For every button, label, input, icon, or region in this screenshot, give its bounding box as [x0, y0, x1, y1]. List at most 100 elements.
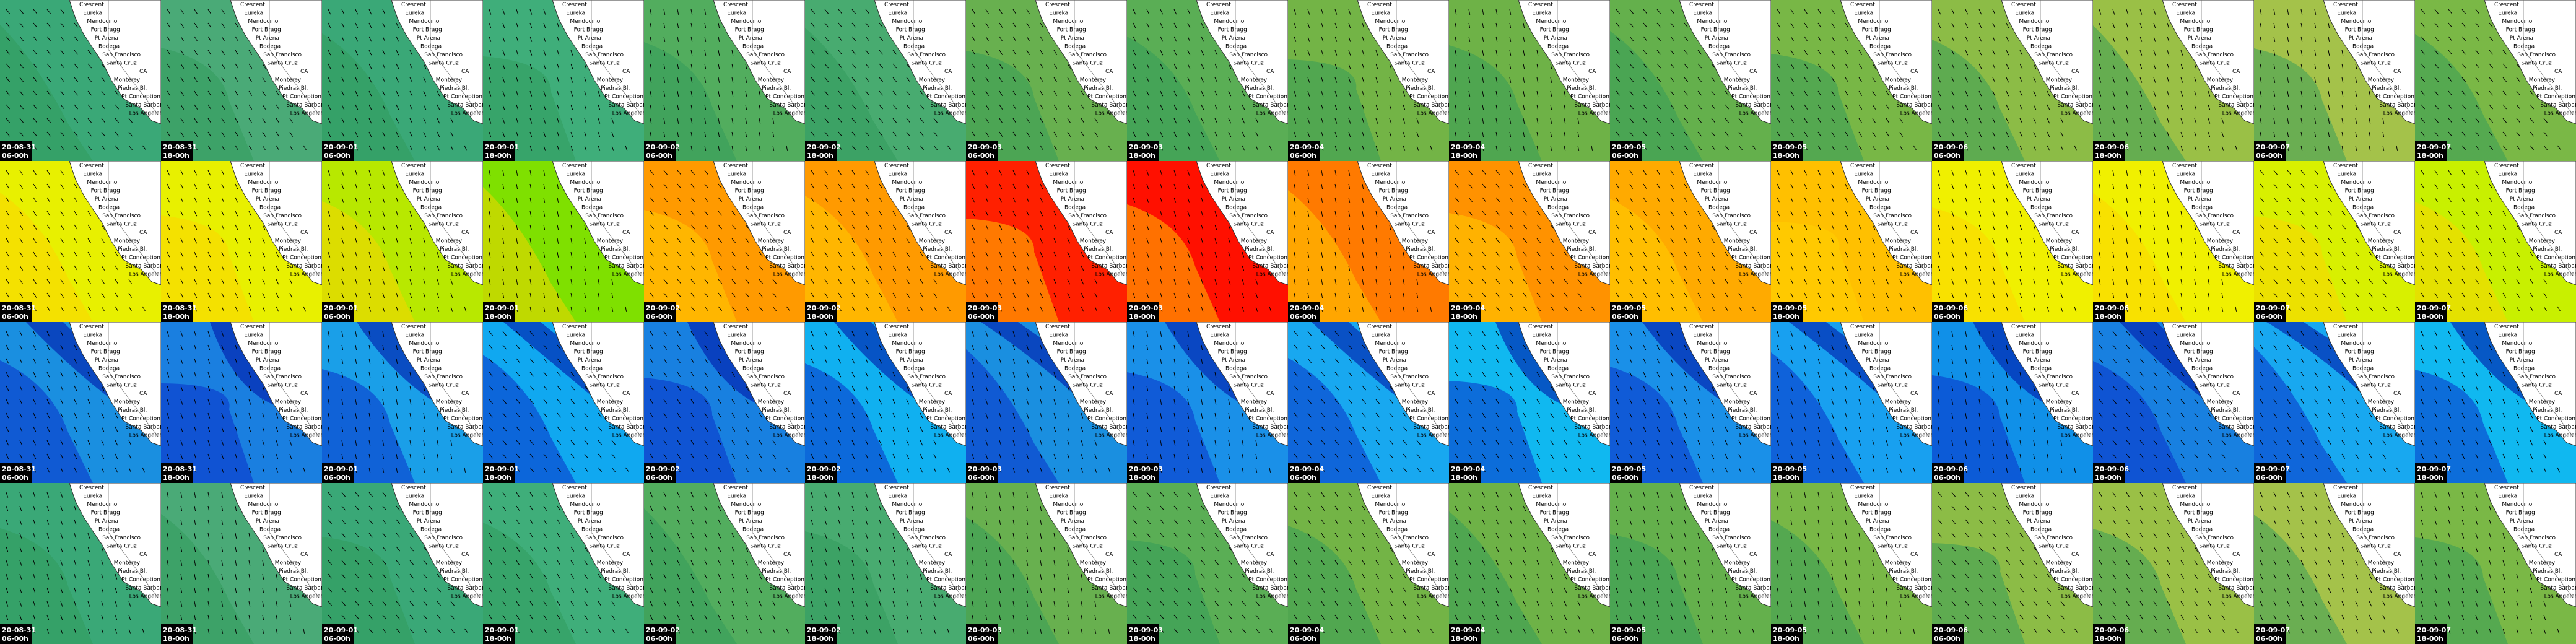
- wind-arrow: [1536, 251, 1541, 257]
- city-label: Bodega: [1225, 44, 1247, 50]
- wind-arrow: [1965, 118, 1969, 124]
- wind-arrow: [811, 77, 815, 82]
- wind-arrow: [2112, 211, 2115, 217]
- wind-arrow: [1040, 238, 1043, 244]
- wind-arrow: [1403, 279, 1405, 285]
- wind-arrow: [1899, 306, 1903, 312]
- wind-arrow: [1509, 251, 1513, 257]
- wind-arrow: [2006, 292, 2009, 298]
- city-label: Piedras Bl.: [440, 85, 469, 92]
- wind-arrow: [718, 372, 722, 377]
- city-label: Pt Arena: [2188, 196, 2211, 202]
- wind-arrow: [2341, 77, 2344, 83]
- wind-arrow: [1040, 385, 1043, 391]
- wind-arrow: [2530, 131, 2534, 137]
- wind-arrow: [920, 131, 924, 137]
- wind-arrow: [851, 467, 855, 473]
- wind-arrow: [516, 399, 520, 404]
- wind-arrow: [1160, 238, 1163, 244]
- wind-arrow: [1697, 63, 1702, 69]
- wind-arrow: [101, 385, 105, 391]
- city-label: Santa Cruz: [428, 61, 459, 67]
- wind-arrow: [1173, 224, 1177, 230]
- wind-arrow: [1643, 279, 1647, 284]
- wind-arrow: [1362, 211, 1364, 217]
- wind-arrow: [396, 36, 399, 42]
- wind-arrow: [1938, 63, 1941, 69]
- wind-arrow: [1550, 453, 1554, 459]
- wind-arrow: [1214, 131, 1218, 137]
- field-contour: [1610, 31, 1703, 161]
- city-label: Pt Conception: [1248, 94, 1287, 100]
- city-label: Pt Arena: [2510, 196, 2533, 202]
- city-label: Eureka: [244, 333, 263, 339]
- wind-arrow: [1817, 265, 1821, 271]
- wind-arrow: [33, 399, 37, 405]
- wind-arrow: [46, 292, 51, 298]
- wind-arrow: [598, 292, 600, 298]
- city-label: Santa Cruz: [1394, 383, 1425, 389]
- wind-arrow: [1684, 104, 1688, 110]
- wind-arrow: [60, 36, 64, 41]
- wind-arrow: [2153, 292, 2156, 298]
- wind-arrow: [851, 63, 856, 69]
- wind-arrow: [704, 440, 708, 445]
- wind-arrow: [1187, 331, 1190, 337]
- wind-arrow: [1307, 399, 1312, 404]
- city-label: CA: [622, 230, 630, 236]
- wind-arrow: [811, 372, 814, 378]
- wind-arrow: [851, 90, 856, 96]
- wind-arrow: [180, 211, 184, 217]
- wind-arrow: [677, 183, 681, 189]
- wind-arrow: [1872, 292, 1876, 298]
- wind-arrow: [1711, 77, 1715, 82]
- wind-arrow: [2489, 224, 2493, 230]
- wind-arrow: [2273, 170, 2278, 175]
- wind-arrow: [879, 238, 883, 243]
- wind-arrow: [1321, 426, 1325, 432]
- wind-arrow: [1509, 292, 1513, 298]
- wind-arrow: [1133, 131, 1136, 137]
- wind-arrow: [772, 118, 775, 124]
- time-label: 18-00h: [807, 313, 833, 321]
- wind-arrow: [1081, 104, 1085, 110]
- wind-arrow: [2047, 292, 2050, 298]
- city-label: Monterey: [2046, 238, 2073, 245]
- wind-arrow: [2502, 238, 2507, 243]
- city-label: Crescent: [79, 163, 104, 169]
- wind-arrow: [1951, 238, 1954, 244]
- wind-arrow: [194, 238, 198, 244]
- wind-arrow: [1965, 344, 1967, 350]
- wind-arrow: [1187, 90, 1191, 97]
- wind-arrow: [2260, 224, 2264, 230]
- wind-arrow: [1697, 77, 1702, 82]
- wind-arrow: [786, 145, 788, 151]
- wind-arrow: [46, 331, 50, 337]
- wind-arrow: [677, 50, 679, 56]
- wind-arrow: [2475, 9, 2479, 14]
- field-contour: [1127, 372, 1220, 483]
- wind-arrow: [489, 183, 491, 189]
- wind-arrow: [355, 399, 357, 405]
- wind-arrow: [2180, 292, 2183, 298]
- wind-arrow: [1656, 22, 1661, 28]
- wind-arrow: [1978, 265, 1982, 271]
- wind-arrow: [1482, 224, 1486, 230]
- wind-arrow: [1173, 170, 1177, 176]
- wind-arrow: [2314, 63, 2317, 69]
- wind-arrow: [824, 238, 829, 243]
- city-label: Los Angeles: [1578, 111, 1610, 117]
- wind-arrow: [2019, 63, 2023, 69]
- wind-arrow: [1495, 412, 1500, 418]
- wind-arrow: [180, 344, 183, 350]
- city-label: Santa Cruz: [106, 61, 137, 67]
- wind-arrow: [1670, 22, 1674, 28]
- wind-arrow: [1334, 9, 1338, 15]
- wind-arrow: [759, 145, 761, 151]
- wind-arrow: [677, 63, 679, 69]
- wind-arrow: [1951, 77, 1955, 83]
- wind-arrow: [1416, 118, 1419, 124]
- wind-arrow: [1416, 131, 1419, 137]
- time-label: 06-00h: [2, 313, 28, 321]
